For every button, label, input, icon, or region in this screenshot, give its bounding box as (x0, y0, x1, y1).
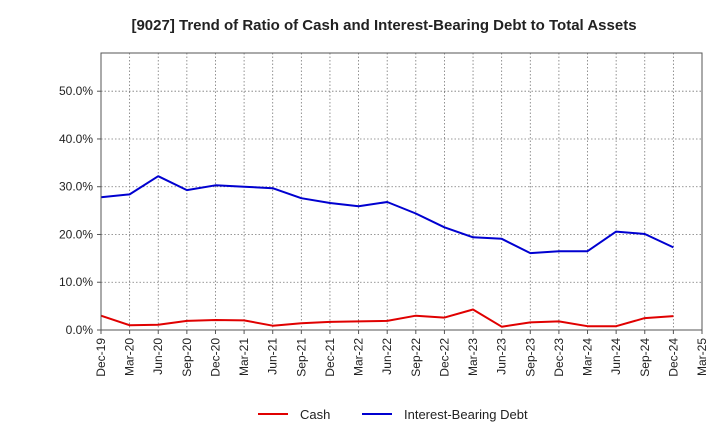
y-tick-label: 40.0% (59, 132, 93, 146)
y-tick-label: 10.0% (59, 275, 93, 289)
x-tick-label: Jun-22 (380, 338, 394, 375)
x-tick-label: Mar-21 (237, 338, 251, 376)
x-tick-label: Jun-23 (495, 338, 509, 375)
legend: Cash Interest-Bearing Debt (258, 407, 528, 422)
y-tick-label: 50.0% (59, 84, 93, 98)
x-tick-label: Sep-20 (180, 338, 194, 377)
x-tick-label: Sep-24 (638, 338, 652, 377)
x-tick-label: Mar-25 (695, 338, 709, 376)
x-tick-label: Mar-23 (466, 338, 480, 376)
x-tick-label: Dec-22 (437, 338, 451, 377)
x-tick-label: Sep-21 (294, 338, 308, 377)
series-line-interest-bearing-debt (100, 175, 674, 255)
chart-title: [9027] Trend of Ratio of Cash and Intere… (131, 17, 636, 34)
legend-label: Interest-Bearing Debt (404, 407, 528, 422)
x-tick-label: Dec-23 (552, 338, 566, 377)
series-lines (100, 175, 674, 328)
series-line-cash (100, 308, 674, 328)
x-tick-label: Jun-21 (266, 338, 280, 375)
x-tick-label: Dec-21 (323, 338, 337, 377)
x-tick-label: Jun-24 (609, 338, 623, 375)
y-tick-label: 30.0% (59, 180, 93, 194)
x-tick-label: Mar-20 (123, 338, 137, 376)
x-tick-label: Mar-24 (581, 338, 595, 376)
y-tick-label: 20.0% (59, 227, 93, 241)
x-axis: Dec-19 Mar-20 Jun-20 Sep-20 Dec-20 Mar-21 Jun-… (94, 330, 709, 377)
plot-frame (100, 52, 703, 331)
legend-label: Cash (300, 407, 330, 422)
y-axis: 0.0% 10.0% 20.0% 30.0% 40.0% 50.0% (59, 84, 101, 337)
y-tick-label: 0.0% (66, 323, 94, 337)
x-tick-label: Sep-22 (409, 338, 423, 377)
x-tick-label: Mar-22 (352, 338, 366, 376)
x-tick-label: Jun-20 (151, 338, 165, 375)
x-tick-label: Dec-24 (666, 338, 680, 377)
x-tick-label: Dec-19 (94, 338, 108, 377)
x-tick-label: Sep-23 (523, 338, 537, 377)
x-tick-label: Dec-20 (208, 338, 222, 377)
grid (100, 53, 703, 331)
